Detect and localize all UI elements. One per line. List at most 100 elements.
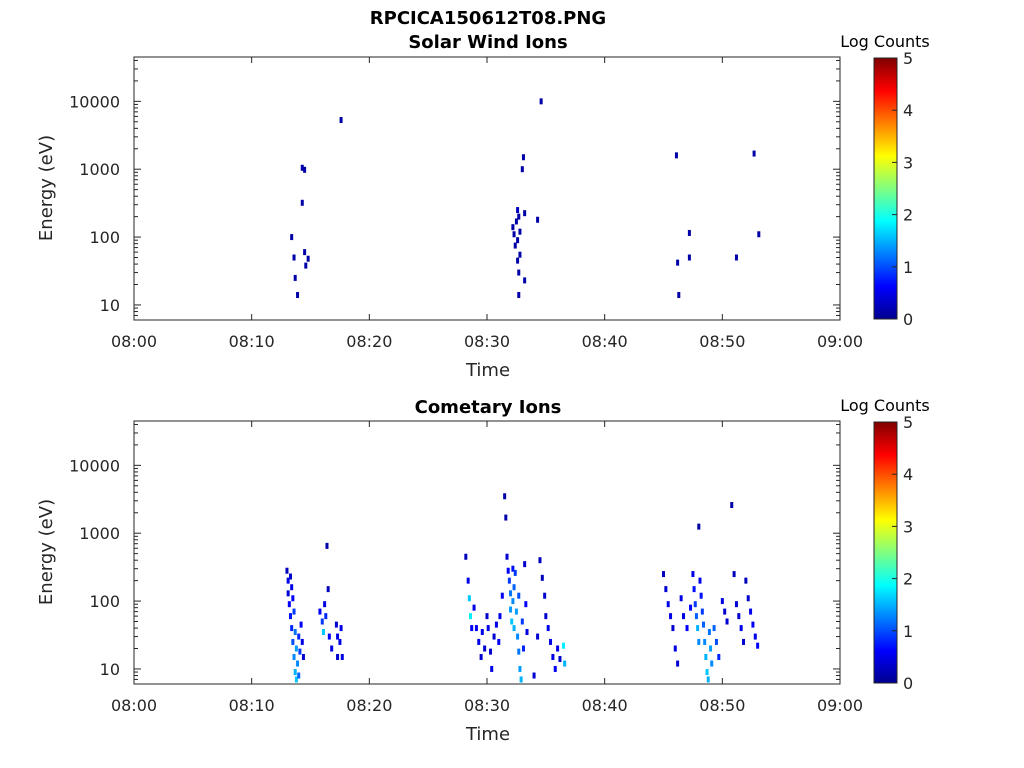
data-cell (512, 625, 516, 632)
data-cell (512, 231, 516, 238)
data-cell (470, 625, 474, 632)
data-cell (757, 231, 761, 238)
data-cell (464, 553, 468, 560)
data-cell (336, 633, 340, 640)
data-cell (486, 625, 490, 632)
data-cell (702, 621, 706, 628)
data-cell (536, 216, 540, 223)
data-cell (330, 645, 334, 652)
y-tick-label: 100 (89, 228, 120, 247)
colorbar-tick-label: 0 (903, 310, 913, 329)
cometary-ticks: 08:00 08:10 08:20 08:30 08:40 08:50 09:00 10 100… (69, 421, 863, 715)
data-cell (739, 625, 743, 632)
data-cell (699, 592, 703, 599)
data-cell (671, 625, 675, 632)
data-cell (518, 228, 522, 235)
data-cell (292, 653, 296, 660)
data-cell (523, 561, 527, 568)
data-cell (503, 493, 507, 500)
data-cell (339, 625, 343, 632)
data-cell (291, 638, 295, 645)
data-cell (494, 621, 498, 628)
data-cell (509, 590, 513, 597)
data-cell (563, 660, 567, 667)
data-cell (693, 601, 697, 608)
data-cell (714, 638, 718, 645)
solar-wind-colorbar-gradient (873, 57, 898, 320)
data-cell (691, 571, 695, 578)
colorbar-tick-label: 5 (903, 413, 913, 432)
x-tick-label: 08:30 (464, 332, 510, 351)
data-cell (336, 653, 340, 660)
data-cell (513, 569, 517, 576)
data-cell (511, 565, 515, 572)
x-tick-label: 08:50 (699, 332, 745, 351)
data-cell (498, 613, 502, 620)
colorbar-tick-label: 0 (903, 674, 913, 693)
data-cell (513, 242, 517, 249)
data-cell (704, 653, 708, 660)
data-cell (696, 625, 700, 632)
data-cell (291, 595, 295, 602)
y-tick-label: 1000 (79, 524, 120, 543)
data-cell (300, 199, 304, 206)
colorbar-tick-label: 2 (903, 570, 913, 589)
data-cell (497, 638, 501, 645)
x-tick-label: 08:30 (464, 696, 510, 715)
solar-wind-panel: Solar Wind Ions 08:00 08:10 08:20 08:30 08:4… (36, 32, 930, 381)
data-cell (296, 292, 300, 299)
data-cell (536, 633, 540, 640)
data-cell (523, 210, 527, 217)
data-cell (294, 676, 298, 683)
data-cell (712, 625, 716, 632)
data-cell (288, 613, 292, 620)
solar-wind-ylabel: Energy (eV) (36, 135, 57, 241)
data-cell (734, 601, 738, 608)
data-cell (480, 629, 484, 636)
data-cell (519, 676, 523, 683)
cometary-colorbar: Log Counts 0 1 2 3 4 5 (840, 396, 930, 693)
data-cell (466, 577, 470, 584)
data-cell (489, 648, 493, 655)
data-cell (561, 642, 565, 649)
data-cell (705, 669, 709, 676)
data-cell (327, 633, 331, 640)
data-cell (532, 672, 536, 679)
data-cell (293, 629, 297, 636)
colorbar-tick-label: 3 (903, 517, 913, 536)
x-tick-label: 08:40 (582, 332, 628, 351)
data-cell (523, 277, 527, 284)
colorbar-tick-label: 1 (903, 258, 913, 277)
x-tick-label: 08:10 (229, 696, 275, 715)
data-cell (709, 645, 713, 652)
data-cell (720, 598, 724, 605)
data-cell (710, 660, 714, 667)
solar-wind-xlabel: Time (465, 360, 510, 381)
data-cell (318, 608, 322, 615)
data-cell (725, 618, 729, 625)
data-cell (521, 154, 525, 161)
data-cell (674, 152, 678, 159)
data-cell (467, 595, 471, 602)
colorbar-tick-label: 1 (903, 622, 913, 641)
colorbar-tick-label: 5 (903, 49, 913, 68)
data-cell (662, 571, 665, 578)
data-cell (510, 618, 514, 625)
data-cell (518, 665, 522, 672)
data-cell (472, 604, 476, 611)
data-cell (300, 164, 304, 171)
data-cell (297, 672, 301, 679)
data-cell (290, 584, 294, 591)
data-cell (744, 577, 748, 584)
data-cell (692, 586, 696, 593)
data-cell (749, 608, 753, 615)
colorbar-tick-label: 4 (903, 465, 913, 484)
data-cell (732, 571, 736, 578)
data-cell (700, 608, 704, 615)
data-cell (500, 592, 504, 599)
data-cell (746, 595, 750, 602)
data-cell (321, 629, 325, 636)
data-cell (706, 676, 710, 683)
data-cell (697, 638, 701, 645)
